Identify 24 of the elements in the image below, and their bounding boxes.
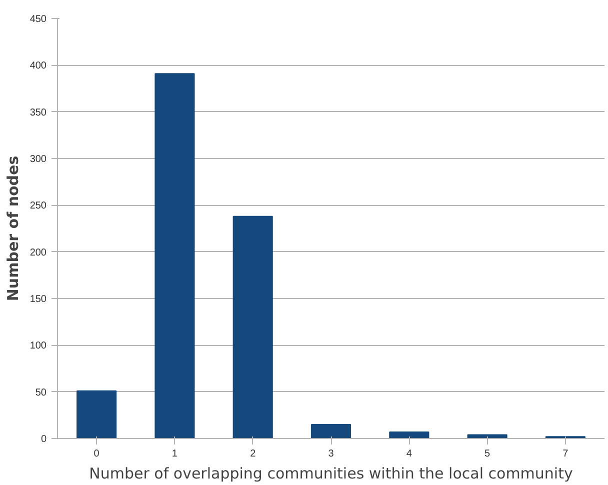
bar xyxy=(232,216,273,438)
y-tick-label: 200 xyxy=(30,247,47,258)
y-tick-label: 50 xyxy=(35,387,47,398)
y-tick-label: 300 xyxy=(30,154,47,165)
bar xyxy=(76,390,117,438)
x-tick-label: 5 xyxy=(484,448,491,460)
y-tick-label: 250 xyxy=(30,200,47,212)
y-tick-label: 450 xyxy=(30,14,47,25)
x-tick-label: 3 xyxy=(328,448,334,460)
x-tick-label: 7 xyxy=(562,448,569,460)
x-axis-title: Number of overlapping communities within the local community xyxy=(89,464,573,482)
bar xyxy=(310,424,352,438)
x-tick-label: 1 xyxy=(172,448,178,460)
y-tick-label: 100 xyxy=(30,340,47,352)
x-tick-label: 4 xyxy=(406,448,412,460)
x-tick-label: 2 xyxy=(250,448,256,460)
y-tick-label: 400 xyxy=(30,60,47,72)
bar xyxy=(389,431,430,438)
y-tick-label: 350 xyxy=(30,107,47,118)
y-tick-label: 0 xyxy=(40,434,47,445)
y-tick-label: 150 xyxy=(30,294,47,305)
y-axis-title: Number of nodes xyxy=(4,156,22,302)
x-tick-label: 0 xyxy=(94,448,100,460)
bar xyxy=(154,73,195,438)
